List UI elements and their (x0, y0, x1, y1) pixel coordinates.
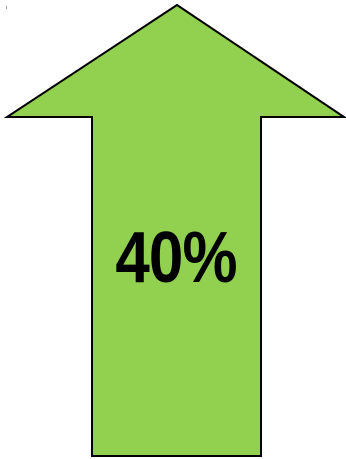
up-arrow-shape (3, 3, 346, 457)
percentage-value: 40% (115, 218, 237, 298)
stray-mark (6, 6, 7, 9)
